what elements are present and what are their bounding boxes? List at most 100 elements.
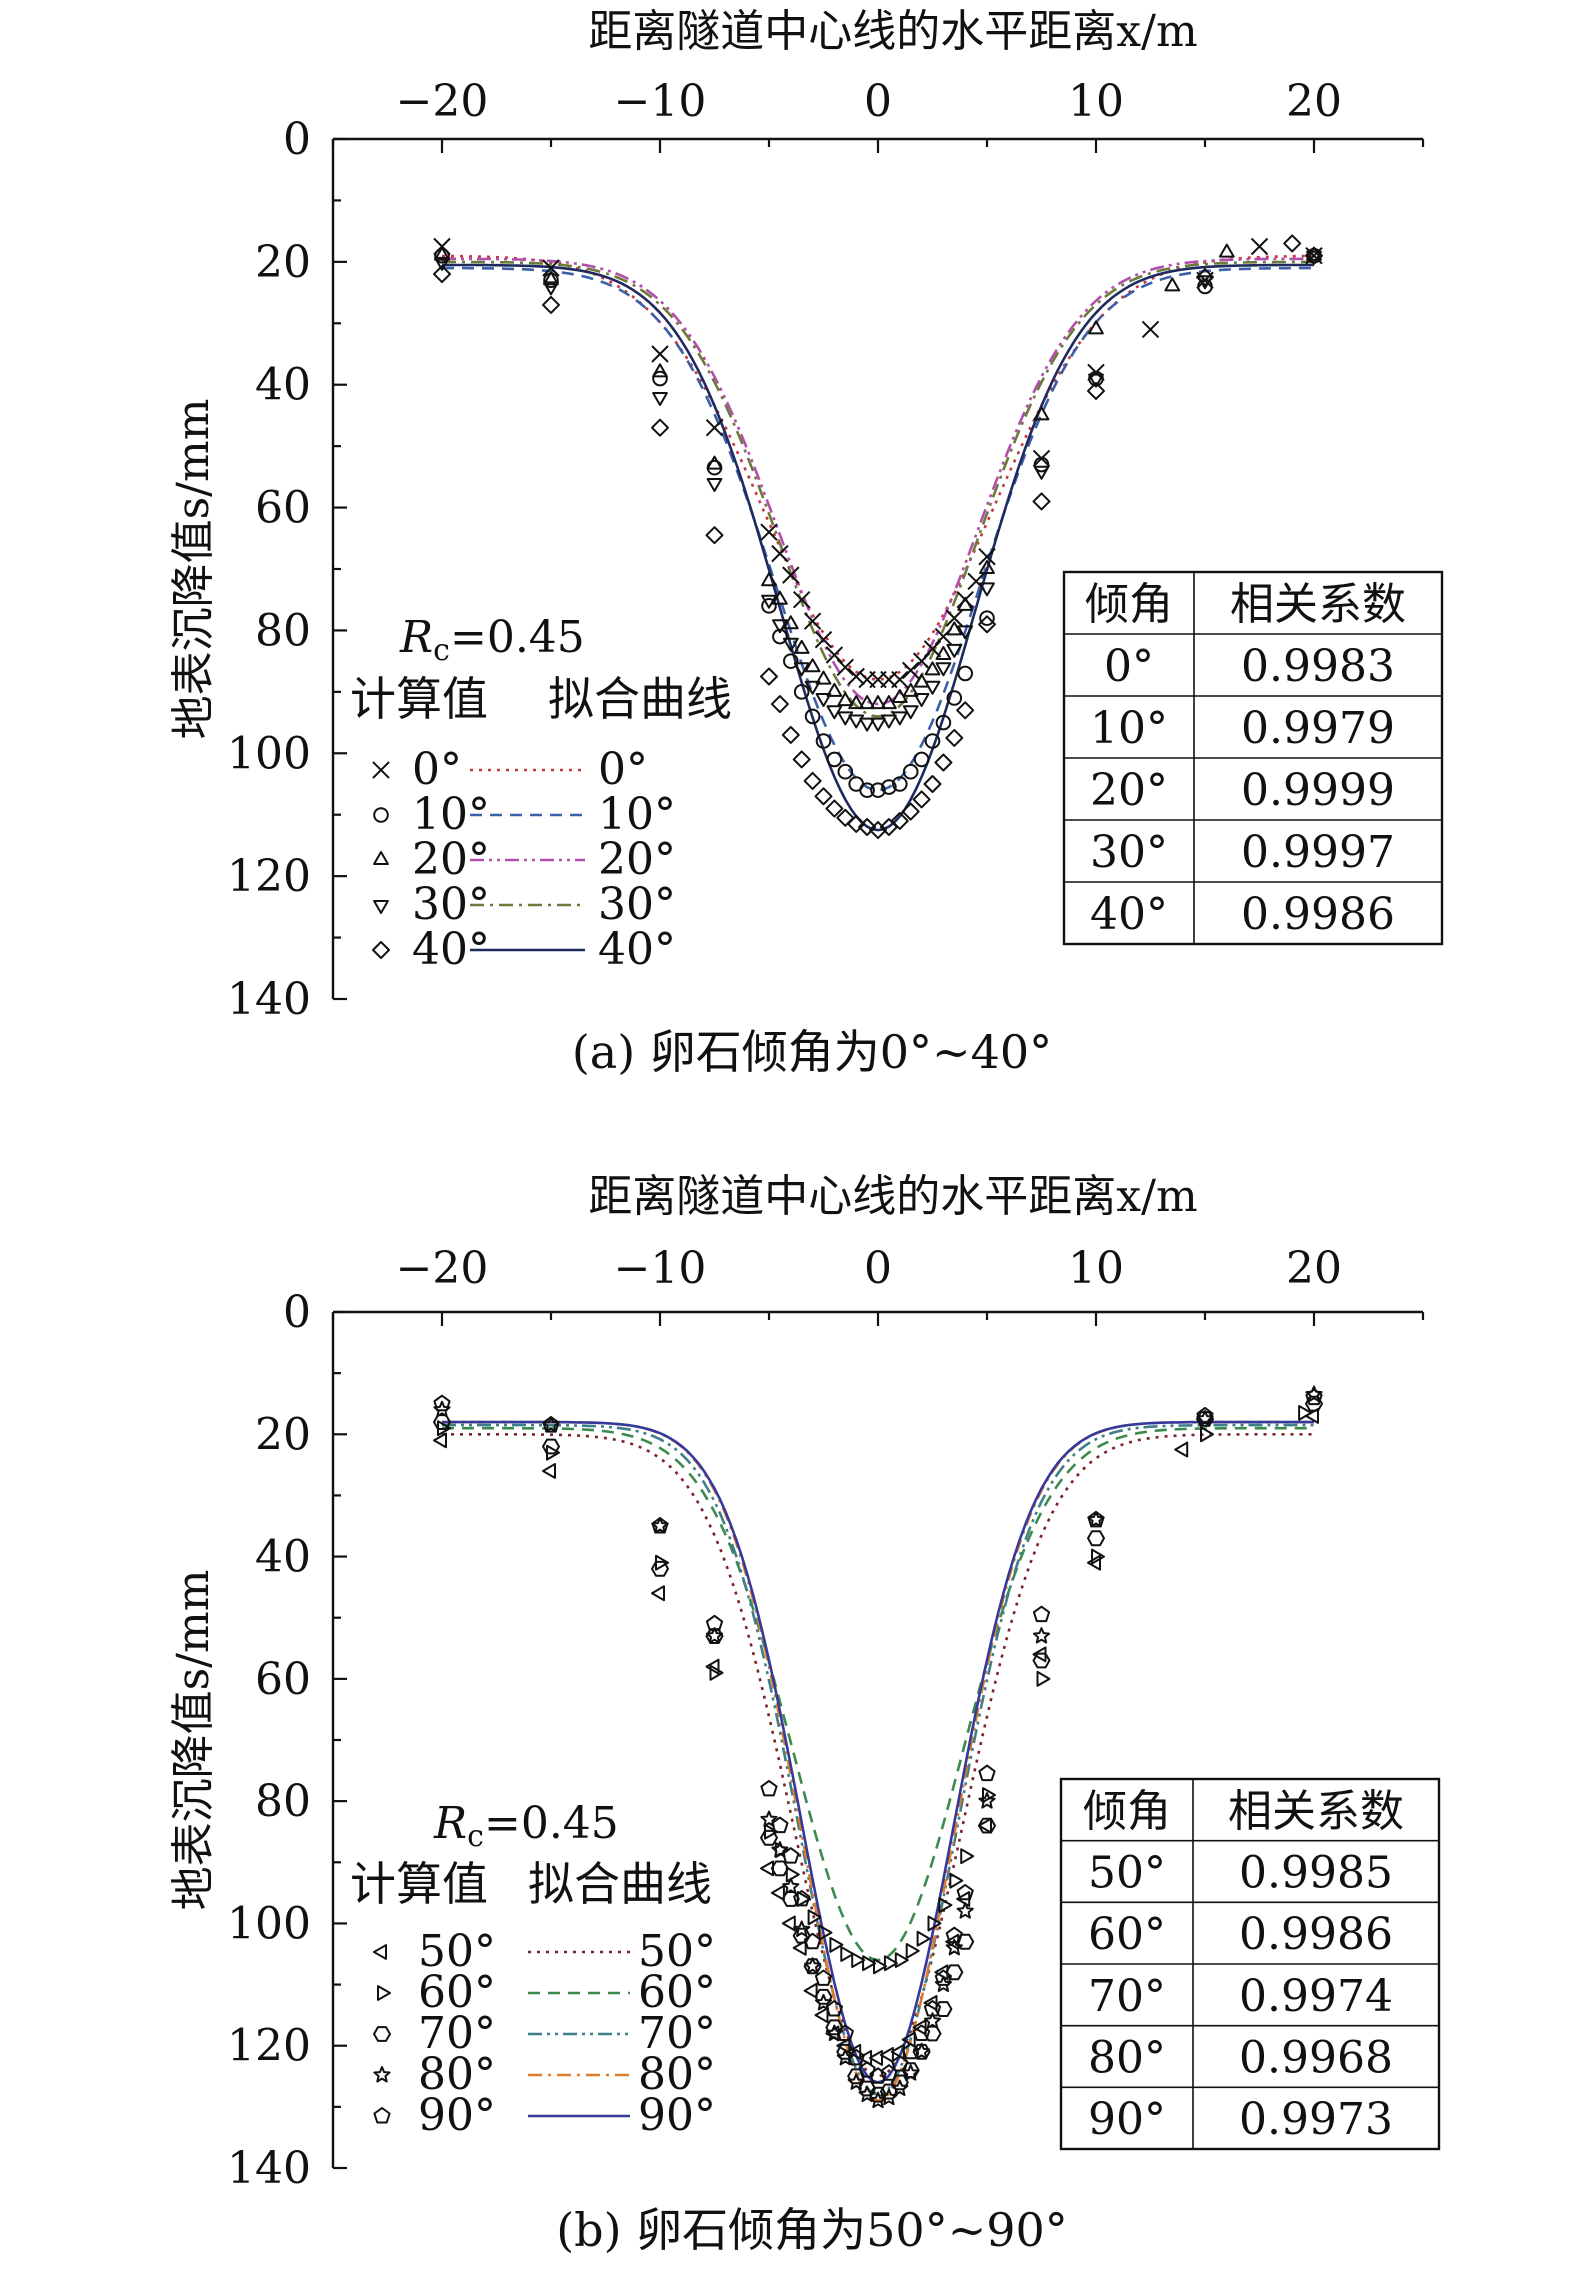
data-point-90deg <box>891 2055 909 2072</box>
data-point-90deg <box>542 1416 560 1433</box>
data-point-60deg <box>905 1943 920 1959</box>
data-point-50deg <box>781 1915 796 1932</box>
legend-calc-label: 50° <box>418 1926 496 1977</box>
data-point-20deg <box>1306 246 1322 261</box>
table-cell-coef: 0.9979 <box>1241 703 1395 754</box>
data-point-20deg <box>859 695 875 710</box>
data-point-60deg <box>829 1936 844 1953</box>
data-point-60deg <box>894 1952 909 1968</box>
data-point-10deg <box>826 751 843 768</box>
x-tick-label: −20 <box>396 1243 489 1294</box>
data-point-80deg <box>1305 1385 1323 1402</box>
x-axis-title: 距离隧道中心线的水平距离x/m <box>588 1171 1197 1222</box>
data-point-0deg <box>771 544 789 563</box>
data-point-10deg <box>957 665 974 682</box>
data-point-90deg <box>923 2000 942 2017</box>
legend-calc-label: 70° <box>418 2008 496 2059</box>
legend-marker <box>373 2066 391 2083</box>
data-point-40deg <box>825 799 844 818</box>
data-point-40deg <box>651 418 669 437</box>
data-point-40deg <box>956 701 975 720</box>
data-point-70deg <box>542 1438 560 1455</box>
data-point-10deg <box>924 733 941 749</box>
data-point-40deg <box>705 526 724 545</box>
table-cell-coef: 0.9974 <box>1239 1971 1393 2022</box>
data-point-20deg <box>1088 320 1104 335</box>
data-point-20deg <box>815 670 832 685</box>
data-point-30deg <box>859 717 875 732</box>
data-point-60deg <box>851 1952 866 1968</box>
data-point-20deg <box>761 572 777 587</box>
data-point-30deg <box>902 705 919 720</box>
data-point-10deg <box>783 653 799 669</box>
data-point-90deg <box>705 1614 724 1632</box>
data-point-20deg <box>902 682 919 697</box>
data-point-30deg <box>1033 465 1050 480</box>
fit-curve-40deg <box>442 263 1314 832</box>
legend-calc-label: 0° <box>412 744 462 795</box>
data-point-70deg <box>1087 1530 1105 1547</box>
data-point-90deg <box>978 1764 996 1782</box>
legend-marker <box>373 807 389 823</box>
legend-marker <box>373 851 389 865</box>
data-point-60deg <box>785 1866 800 1883</box>
data-point-0deg <box>1250 237 1269 256</box>
data-point-90deg <box>825 2000 843 2017</box>
legend-fit-label: 20° <box>598 834 676 885</box>
y-axis-title: 地表沉降值s/mm <box>168 399 219 740</box>
data-point-40deg <box>1087 381 1105 400</box>
legend-fit-label: 10° <box>598 789 676 840</box>
data-point-90deg <box>1196 1406 1214 1424</box>
legend-header-fit: 拟合曲线 <box>528 1857 712 1911</box>
x-tick-label: 10 <box>1068 76 1124 127</box>
x-axis-title: 距离隧道中心线的水平距离x/m <box>588 6 1197 57</box>
table-cell-coef: 0.9985 <box>1239 1848 1393 1899</box>
data-point-30deg <box>946 643 963 658</box>
data-point-30deg <box>891 711 908 726</box>
y-tick-label: 40 <box>255 360 311 411</box>
table-cell-angle: 40° <box>1090 889 1168 940</box>
data-point-70deg <box>934 2001 953 2017</box>
legend-marker <box>373 2026 391 2042</box>
data-point-40deg <box>836 808 855 827</box>
data-point-80deg <box>1032 1627 1051 1644</box>
data-point-10deg <box>804 708 821 725</box>
table-header-coef: 相关系数 <box>1228 1786 1404 1837</box>
data-point-20deg <box>804 658 821 673</box>
table-header-angle: 倾角 <box>1083 1786 1171 1837</box>
legend-calc-label: 80° <box>418 2049 496 2100</box>
fit-curve-20deg <box>442 257 1314 706</box>
data-point-0deg <box>803 612 822 630</box>
legend-fit-label: 50° <box>638 1926 716 1977</box>
fit-curve-60deg <box>442 1426 1314 1962</box>
data-point-50deg <box>705 1658 720 1675</box>
data-point-60deg <box>807 1909 822 1926</box>
y-tick-label: 100 <box>227 1898 311 1949</box>
legend-marker <box>377 1985 391 2001</box>
data-point-30deg <box>837 711 854 726</box>
data-point-0deg <box>792 591 811 609</box>
data-point-90deg <box>793 1890 811 1907</box>
data-point-20deg <box>1164 277 1181 292</box>
table-cell-angle: 70° <box>1088 1971 1166 2022</box>
chart-caption: (b) 卵石倾角为50°~90° <box>556 2203 1068 2257</box>
data-point-50deg <box>814 2007 829 2024</box>
data-point-90deg <box>771 1816 789 1834</box>
data-point-20deg <box>434 246 450 261</box>
data-point-20deg <box>652 363 668 378</box>
data-point-90deg <box>760 1779 778 1797</box>
table-cell-angle: 60° <box>1088 1909 1166 1960</box>
legend-fit-label: 60° <box>638 1967 716 2018</box>
data-point-10deg <box>1197 278 1213 295</box>
legend-param-subscript: c <box>467 1819 484 1854</box>
data-point-60deg <box>1200 1426 1214 1443</box>
data-point-40deg <box>978 615 996 634</box>
legend-fit-label: 90° <box>638 2090 716 2141</box>
data-point-90deg <box>782 1847 800 1864</box>
y-tick-label: 120 <box>227 2021 311 2072</box>
data-point-10deg <box>859 782 875 798</box>
y-tick-label: 60 <box>255 483 311 534</box>
data-point-40deg <box>760 667 778 686</box>
data-point-90deg <box>651 1517 669 1534</box>
